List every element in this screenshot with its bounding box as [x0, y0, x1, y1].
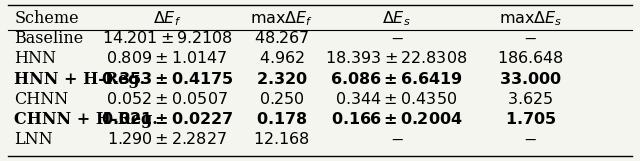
Text: $\mathbf{0.021 \pm 0.0227}$: $\mathbf{0.021 \pm 0.0227}$	[100, 111, 234, 128]
Text: $\Delta E_s$: $\Delta E_s$	[382, 9, 411, 28]
Text: $\mathbf{0.166 \pm 0.2004}$: $\mathbf{0.166 \pm 0.2004}$	[331, 111, 462, 128]
Text: $4.962$: $4.962$	[259, 50, 305, 67]
Text: $-$: $-$	[524, 131, 537, 148]
Text: $186.648$: $186.648$	[497, 50, 564, 67]
Text: $\mathbf{0.178}$: $\mathbf{0.178}$	[256, 111, 308, 128]
Text: $18.393 \pm 22.8308$: $18.393 \pm 22.8308$	[325, 50, 468, 67]
Text: CHNN: CHNN	[14, 91, 68, 108]
Text: $\max \Delta E_f$: $\max \Delta E_f$	[250, 9, 314, 28]
Text: CHNN + H-Reg.: CHNN + H-Reg.	[14, 111, 158, 128]
Text: $0.250$: $0.250$	[259, 91, 305, 108]
Text: $\mathbf{1.705}$: $\mathbf{1.705}$	[504, 111, 556, 128]
Text: HNN + H-Reg.: HNN + H-Reg.	[14, 71, 145, 88]
Text: $-$: $-$	[390, 131, 403, 148]
Text: $\mathbf{33.000}$: $\mathbf{33.000}$	[499, 71, 562, 88]
Text: $0.809 \pm 1.0147$: $0.809 \pm 1.0147$	[106, 50, 228, 67]
Text: Scheme: Scheme	[14, 10, 79, 27]
Text: $-$: $-$	[390, 30, 403, 47]
Text: $\mathbf{2.320}$: $\mathbf{2.320}$	[256, 71, 308, 88]
Text: $\max \Delta E_s$: $\max \Delta E_s$	[499, 9, 562, 28]
Text: $\mathbf{6.086 \pm 6.6419}$: $\mathbf{6.086 \pm 6.6419}$	[330, 71, 463, 88]
Text: $\mathbf{0.353 \pm 0.4175}$: $\mathbf{0.353 \pm 0.4175}$	[100, 71, 234, 88]
Text: $\Delta E_f$: $\Delta E_f$	[153, 9, 181, 28]
Text: $1.290 \pm 2.2827$: $1.290 \pm 2.2827$	[107, 131, 227, 148]
Text: $0.052 \pm 0.0507$: $0.052 \pm 0.0507$	[106, 91, 228, 108]
Text: $14.201 \pm 9.2108$: $14.201 \pm 9.2108$	[102, 30, 232, 47]
Text: HNN: HNN	[14, 50, 56, 67]
Text: $12.168$: $12.168$	[253, 131, 310, 148]
Text: LNN: LNN	[14, 131, 52, 148]
Text: $-$: $-$	[524, 30, 537, 47]
Text: $3.625$: $3.625$	[507, 91, 554, 108]
Text: $48.267$: $48.267$	[254, 30, 310, 47]
Text: Baseline: Baseline	[14, 30, 83, 47]
Text: $0.344 \pm 0.4350$: $0.344 \pm 0.4350$	[335, 91, 458, 108]
